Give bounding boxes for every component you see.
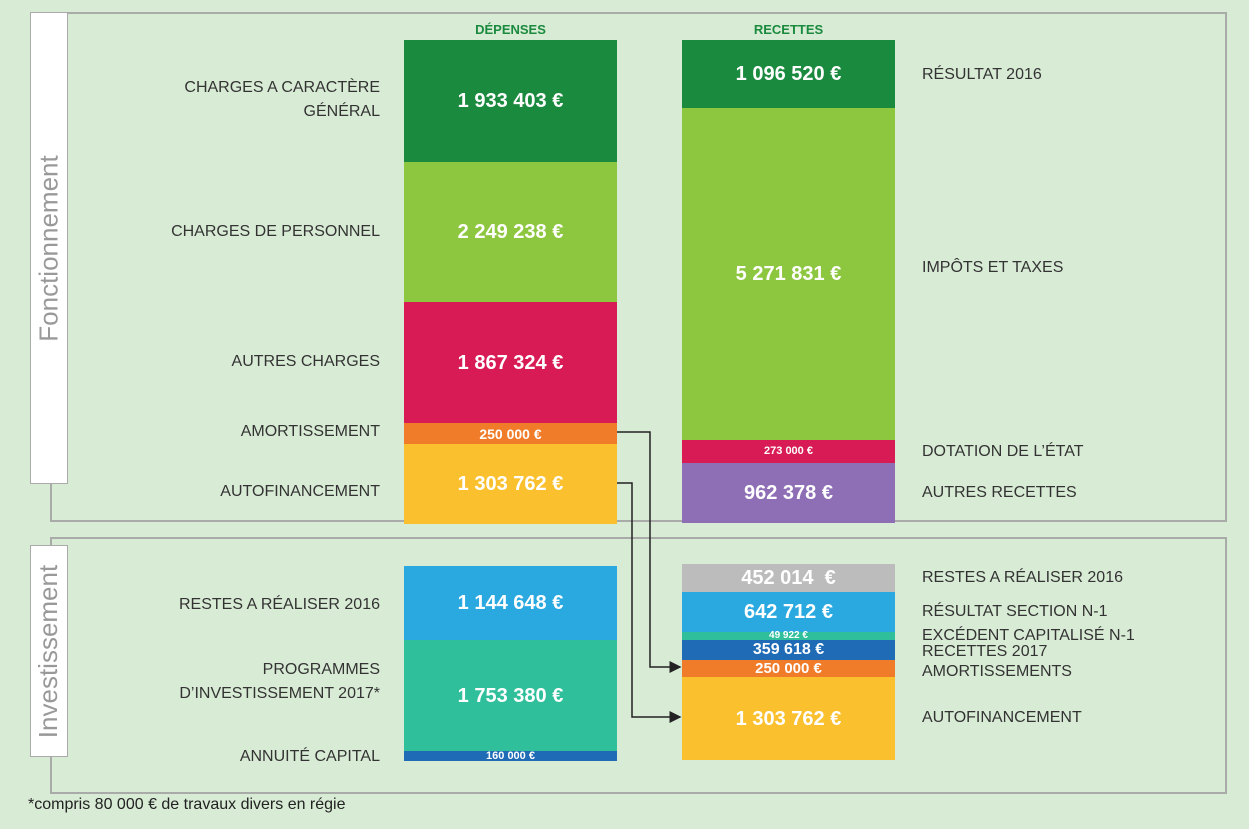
segment: 1 303 762 € <box>404 444 617 524</box>
segment: 1 753 380 € <box>404 640 617 751</box>
segment: 273 000 € <box>682 440 895 463</box>
section-title: Fonctionnement <box>30 12 68 484</box>
segment: 2 249 238 € <box>404 162 617 302</box>
section-title-text: Fonctionnement <box>33 154 64 342</box>
label: AMORTISSEMENT <box>240 423 380 440</box>
segment: 49 922 € <box>682 631 895 641</box>
segment: 1 933 403 € <box>404 40 617 162</box>
label: CHARGES A CARACTÈRE <box>184 79 380 96</box>
label: PROGRAMMES <box>262 661 380 678</box>
label: RESTES A RÉALISER 2016 <box>179 596 380 613</box>
label: DOTATION DE L’ÉTAT <box>922 443 1084 460</box>
segment: 1 303 762 € <box>682 677 895 760</box>
footnote: *compris 80 000 € de travaux divers en r… <box>28 796 346 813</box>
label: ANNUITÉ CAPITAL <box>239 748 380 765</box>
segment: 452 014 € <box>682 564 895 592</box>
label: D’INVESTISSEMENT 2017* <box>179 685 380 702</box>
segment: 250 000 € <box>404 423 617 444</box>
segment: 1 144 648 € <box>404 566 617 640</box>
arrow <box>617 482 682 723</box>
segment: 250 000 € <box>682 660 895 677</box>
label: RÉSULTAT SECTION N-1 <box>922 603 1108 620</box>
section-title: Investissement <box>30 545 68 757</box>
label: RESTES A RÉALISER 2016 <box>922 569 1123 586</box>
label: AUTOFINANCEMENT <box>922 709 1082 726</box>
segment: 5 271 831 € <box>682 108 895 440</box>
label: EXCÉDENT CAPITALISÉ N-1 <box>922 627 1135 644</box>
section-title-text: Investissement <box>33 564 64 738</box>
column-title: DÉPENSES <box>475 22 546 37</box>
label: GÉNÉRAL <box>303 103 380 120</box>
segment: 1 096 520 € <box>682 40 895 108</box>
segment: 1 867 324 € <box>404 302 617 423</box>
label: AUTOFINANCEMENT <box>220 483 380 500</box>
label: AMORTISSEMENTS <box>922 663 1072 680</box>
segment: 359 618 € <box>682 640 895 660</box>
label: CHARGES DE PERSONNEL <box>171 223 380 240</box>
arrow <box>617 431 682 673</box>
segment: 160 000 € <box>404 750 617 761</box>
segment: 962 378 € <box>682 463 895 523</box>
label: AUTRES CHARGES <box>231 353 380 370</box>
segment: 642 712 € <box>682 592 895 632</box>
column-title: RECETTES <box>753 22 824 37</box>
label: RÉSULTAT 2016 <box>922 66 1042 83</box>
label: IMPÔTS ET TAXES <box>922 259 1064 276</box>
label: RECETTES 2017 <box>922 643 1048 660</box>
label: AUTRES RECETTES <box>922 484 1077 501</box>
